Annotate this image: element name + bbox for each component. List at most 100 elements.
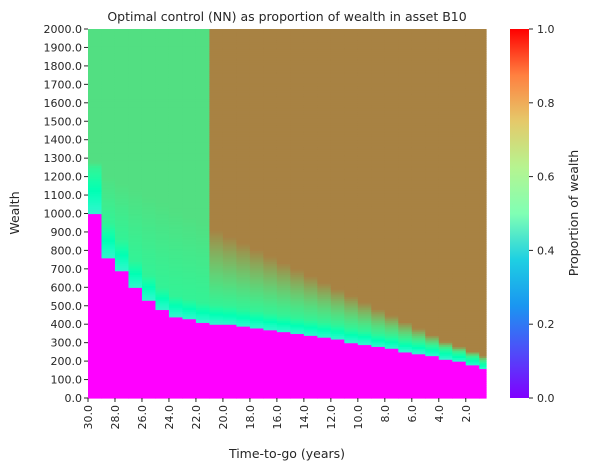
- heatmap-cell: [236, 193, 251, 196]
- heatmap-cell: [222, 45, 238, 49]
- heatmap-cell: [398, 97, 413, 100]
- heatmap-cell: [128, 241, 143, 244]
- heatmap-cell: [222, 40, 238, 43]
- heatmap-cell: [141, 215, 157, 218]
- heatmap-cell: [303, 303, 318, 307]
- heatmap-cell: [236, 99, 251, 102]
- heatmap-cell: [357, 78, 372, 82]
- heatmap-cell: [182, 257, 197, 261]
- heatmap-cell: [236, 231, 251, 235]
- heatmap-cell: [290, 163, 305, 167]
- heatmap-cell: [155, 390, 170, 394]
- heatmap-cell: [128, 250, 143, 253]
- heatmap-cell: [141, 353, 157, 357]
- heatmap-cell: [195, 335, 211, 338]
- heatmap-cell: [128, 309, 143, 312]
- heatmap-cell: [222, 333, 238, 336]
- heatmap-cell: [236, 324, 251, 327]
- heatmap-cell: [411, 342, 426, 346]
- heatmap-cell: [155, 241, 170, 244]
- heatmap-cell: [263, 375, 278, 379]
- heatmap-cell: [371, 289, 386, 292]
- heatmap-cell: [155, 243, 170, 246]
- heatmap-cell: [114, 115, 130, 119]
- heatmap-cell: [303, 237, 318, 240]
- heatmap-cell: [290, 217, 305, 220]
- heatmap-cell: [290, 270, 305, 274]
- heatmap-cell: [114, 298, 130, 301]
- heatmap-cell: [384, 97, 399, 100]
- heatmap-cell: [303, 353, 318, 357]
- heatmap-cell: [182, 73, 197, 76]
- heatmap-cell: [236, 80, 251, 84]
- heatmap-cell: [398, 86, 413, 89]
- heatmap-cell: [209, 152, 224, 156]
- heatmap-cell: [182, 377, 197, 381]
- heatmap-cell: [195, 279, 211, 283]
- heatmap-cell: [411, 41, 426, 45]
- heatmap-cell: [209, 329, 224, 333]
- heatmap-cell: [398, 64, 413, 67]
- heatmap-cell: [141, 351, 157, 355]
- heatmap-cell: [209, 224, 224, 228]
- heatmap-cell: [330, 302, 345, 305]
- heatmap-cell: [344, 287, 359, 290]
- heatmap-cell: [303, 374, 318, 377]
- heatmap-cell: [168, 272, 184, 275]
- heatmap-cell: [222, 91, 238, 95]
- heatmap-cell: [222, 134, 238, 137]
- heatmap-cell: [276, 248, 291, 251]
- heatmap-cell: [155, 263, 170, 266]
- heatmap-cell: [141, 124, 157, 128]
- heatmap-cell: [398, 160, 413, 163]
- heatmap-cell: [141, 298, 157, 301]
- heatmap-cell: [290, 385, 305, 388]
- heatmap-cell: [222, 355, 238, 358]
- heatmap-cell: [222, 305, 238, 309]
- heatmap-cell: [398, 49, 413, 52]
- heatmap-cell: [236, 126, 251, 130]
- heatmap-cell: [263, 233, 278, 237]
- heatmap-cell: [155, 137, 170, 141]
- heatmap-cell: [101, 147, 116, 150]
- heatmap-cell: [128, 209, 143, 213]
- heatmap-cell: [155, 206, 170, 209]
- heatmap-cell: [249, 209, 264, 213]
- heatmap-cell: [411, 272, 426, 275]
- heatmap-cell: [317, 372, 332, 375]
- heatmap-cell: [303, 132, 318, 135]
- heatmap-cell: [155, 29, 170, 32]
- heatmap-cell: [182, 126, 197, 130]
- heatmap-cell: [182, 259, 197, 263]
- heatmap-cell: [303, 202, 318, 205]
- heatmap-cell: [195, 231, 211, 235]
- heatmap-cell: [236, 91, 251, 95]
- heatmap-cell: [88, 386, 103, 390]
- heatmap-cell: [303, 56, 318, 60]
- heatmap-cell: [114, 51, 130, 54]
- heatmap-cell: [128, 235, 143, 239]
- heatmap-cell: [317, 351, 332, 355]
- heatmap-cell: [276, 385, 291, 388]
- heatmap-cell: [168, 255, 184, 259]
- heatmap-cell: [371, 278, 386, 281]
- heatmap-cell: [88, 283, 103, 287]
- heatmap-cell: [263, 152, 278, 156]
- heatmap-cell: [88, 372, 103, 375]
- heatmap-cell: [398, 91, 413, 95]
- heatmap-cell: [128, 143, 143, 146]
- heatmap-cell: [411, 294, 426, 298]
- heatmap-cell: [222, 337, 238, 340]
- heatmap-cell: [222, 372, 238, 375]
- heatmap-cell: [384, 385, 399, 388]
- heatmap-cell: [236, 383, 251, 386]
- heatmap-cell: [88, 132, 103, 135]
- heatmap-cell: [141, 276, 157, 279]
- heatmap-cell: [317, 30, 332, 34]
- heatmap-cell: [249, 123, 264, 126]
- heatmap-cell: [222, 278, 238, 281]
- heatmap-cell: [330, 185, 345, 189]
- heatmap-cell: [209, 375, 224, 379]
- heatmap-cell: [263, 331, 278, 335]
- heatmap-cell: [141, 169, 157, 172]
